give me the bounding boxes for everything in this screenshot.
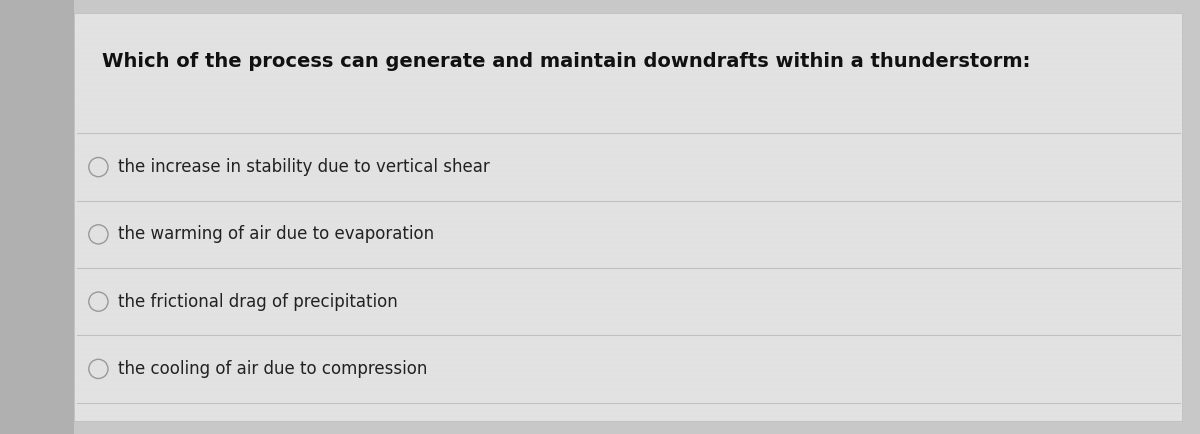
Text: the increase in stability due to vertical shear: the increase in stability due to vertica…: [118, 158, 490, 176]
Text: the frictional drag of precipitation: the frictional drag of precipitation: [118, 293, 397, 311]
Bar: [0, 0, 74, 434]
Text: the cooling of air due to compression: the cooling of air due to compression: [118, 360, 427, 378]
Text: the warming of air due to evaporation: the warming of air due to evaporation: [118, 225, 433, 243]
Text: Which of the process can generate and maintain downdrafts within a thunderstorm:: Which of the process can generate and ma…: [102, 52, 1031, 71]
